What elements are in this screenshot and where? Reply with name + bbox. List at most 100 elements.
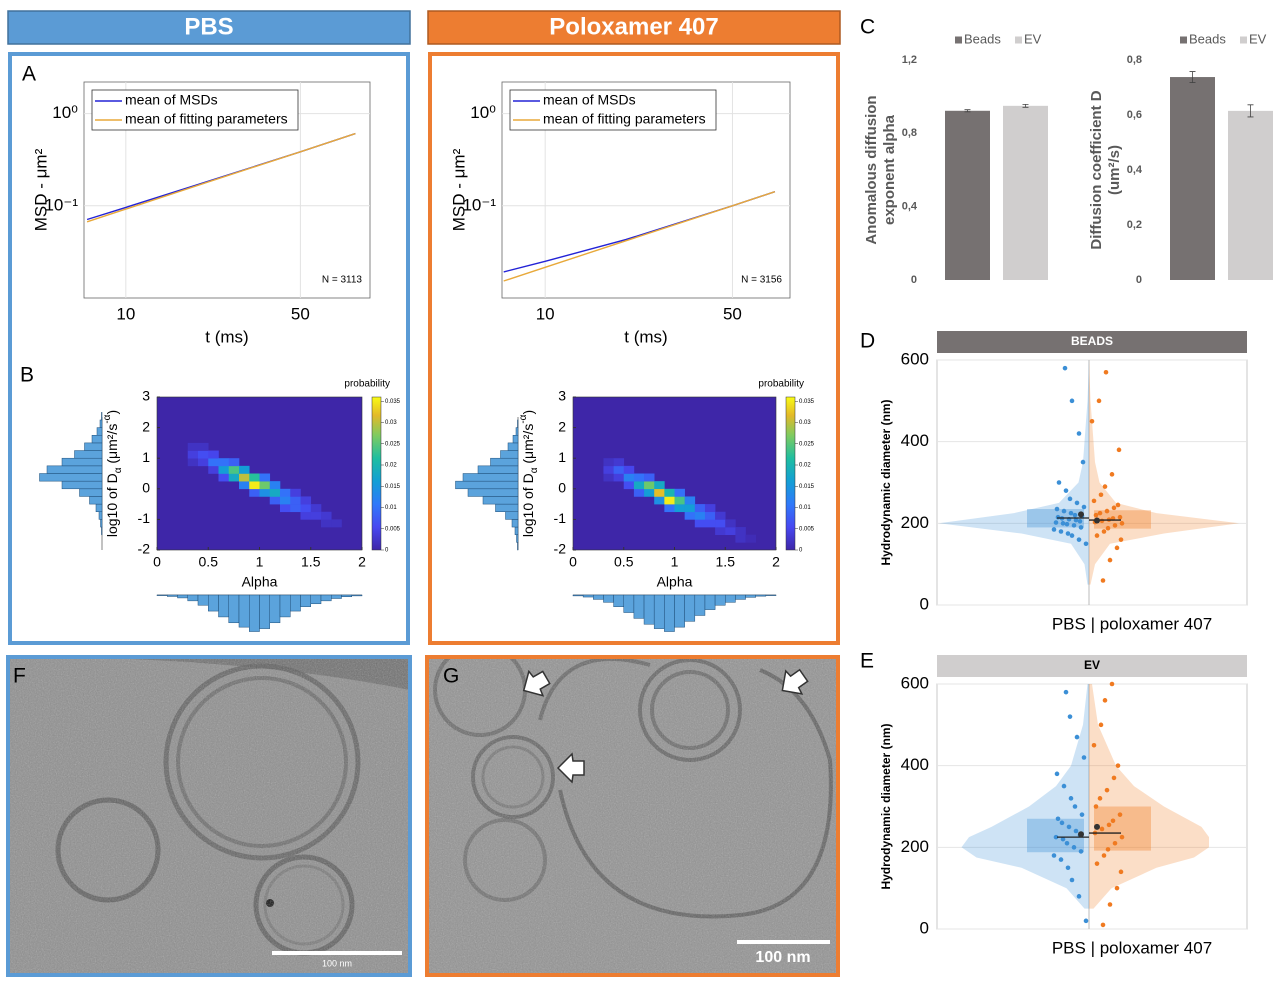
annotation: N = 3113 — [322, 275, 363, 286]
data-point — [1080, 459, 1086, 465]
y-tick-label: 0,6 — [1127, 109, 1142, 121]
histogram-bar — [187, 594, 199, 602]
data-point — [1081, 504, 1087, 510]
heatmap-cell — [674, 496, 685, 505]
data-point — [1098, 722, 1104, 728]
y-tick-label: 2 — [142, 418, 150, 434]
data-point — [1100, 922, 1106, 928]
colorbar — [785, 396, 796, 551]
data-point — [1072, 512, 1078, 518]
histogram-bar — [300, 594, 311, 607]
histogram-bar — [477, 465, 519, 474]
data-point — [1065, 531, 1071, 536]
y-tick-label: 2 — [558, 418, 566, 434]
data-point — [1098, 492, 1104, 498]
y-axis-label: MSD - μm² — [449, 148, 468, 231]
panel-label: C — [860, 16, 875, 39]
y-axis-label-part: (μm²/s — [104, 424, 120, 468]
colorbar-tick-label: 0.01 — [385, 505, 397, 511]
data-point — [1105, 847, 1111, 852]
histogram-bar — [269, 594, 281, 624]
colorbar-tick-label: 0.005 — [385, 526, 401, 532]
x-axis-label: PBS | poloxamer 407 — [1052, 938, 1212, 957]
histogram-bar — [91, 435, 103, 444]
histogram-bar — [725, 594, 736, 603]
panel-label: B — [20, 364, 34, 387]
y-tick-label: 0 — [558, 480, 566, 496]
data-point — [1111, 775, 1117, 781]
y-axis-label: (um²/s) — [1106, 145, 1123, 195]
data-point — [1101, 853, 1107, 858]
data-point — [1094, 533, 1100, 538]
histogram-bar — [467, 488, 519, 497]
heatmap-cell — [603, 458, 614, 467]
panel-label: G — [443, 665, 459, 688]
heatmap-cell — [187, 458, 199, 467]
data-point — [1117, 514, 1123, 520]
colorbar-tick-label: 0.015 — [385, 484, 401, 490]
data-point — [1071, 523, 1077, 528]
histogram-bar — [310, 594, 322, 605]
heatmap-cell — [198, 458, 209, 467]
histogram-bar — [511, 519, 519, 528]
histogram-bar — [755, 594, 767, 597]
y-tick-label: 600 — [901, 673, 929, 692]
legend-label: Beads — [1189, 31, 1226, 46]
data-point — [1066, 824, 1072, 830]
heatmap-cell — [310, 504, 322, 513]
y-tick-label: 1,2 — [902, 54, 917, 66]
y-axis-label-part: α — [529, 467, 540, 473]
data-point — [1100, 578, 1106, 583]
histogram-bar — [704, 594, 716, 610]
heatmap-cell — [745, 534, 756, 543]
heatmap-cell — [644, 481, 655, 490]
heatmap-cell — [259, 488, 271, 497]
heatmap-cell — [603, 473, 614, 482]
histogram-bar — [228, 594, 240, 624]
x-axis-label: t (ms) — [624, 327, 667, 346]
data-point — [1109, 472, 1115, 477]
y-axis-label: Hydrodynamic diameter (nm) — [879, 399, 893, 565]
data-point — [1062, 365, 1068, 371]
data-point — [1069, 877, 1075, 883]
data-point — [1067, 496, 1073, 502]
y-tick-label: -2 — [138, 541, 151, 557]
histogram-bar — [100, 519, 103, 528]
bar — [1170, 77, 1215, 280]
data-point — [1111, 505, 1117, 511]
heatmap-cell — [664, 496, 675, 505]
data-point — [1055, 816, 1061, 822]
legend-box — [91, 89, 299, 131]
data-point — [1058, 529, 1064, 534]
colorbar-tick-label: 0.005 — [799, 526, 815, 532]
histogram-bar — [664, 594, 675, 632]
x-tick-label: 1.5 — [716, 554, 736, 570]
histogram-bar — [208, 594, 219, 612]
header-pbs — [7, 10, 411, 45]
x-tick-label: 1 — [671, 554, 679, 570]
histogram-bar — [765, 594, 777, 596]
heatmap-cell — [644, 488, 655, 497]
y-tick-label: 0 — [1136, 274, 1142, 286]
y-tick-label: 0 — [142, 480, 150, 496]
heatmap-cell — [674, 488, 685, 497]
histogram-bar — [98, 511, 103, 520]
data-point — [1118, 537, 1124, 542]
y-tick-label: 10⁰ — [470, 103, 496, 122]
heatmap-cell — [321, 511, 332, 520]
histogram-bar — [61, 457, 103, 467]
data-point — [1059, 820, 1065, 826]
histogram-bar — [643, 594, 655, 625]
y-tick-label: 0,8 — [1127, 54, 1142, 66]
histogram-bar — [279, 594, 291, 618]
colorbar-label: probability — [758, 379, 804, 390]
colorbar-tick-label: 0.035 — [799, 399, 815, 405]
heatmap-cell — [654, 481, 665, 490]
histogram-bar — [515, 427, 519, 436]
histogram-bar — [500, 450, 519, 459]
data-point — [1068, 510, 1074, 516]
heatmap-cell — [290, 496, 301, 505]
data-point — [1114, 545, 1120, 551]
data-point — [1105, 525, 1111, 531]
heatmap-cell — [633, 473, 645, 482]
